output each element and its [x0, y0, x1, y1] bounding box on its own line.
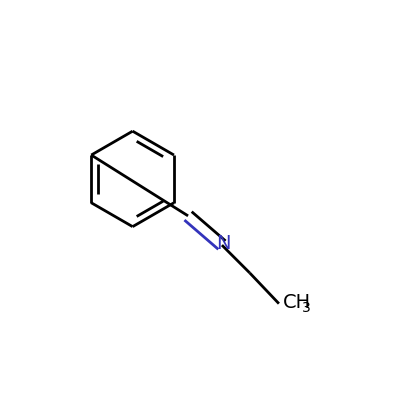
Text: 3: 3: [302, 301, 310, 315]
Text: N: N: [216, 234, 231, 253]
Text: CH: CH: [283, 293, 311, 312]
